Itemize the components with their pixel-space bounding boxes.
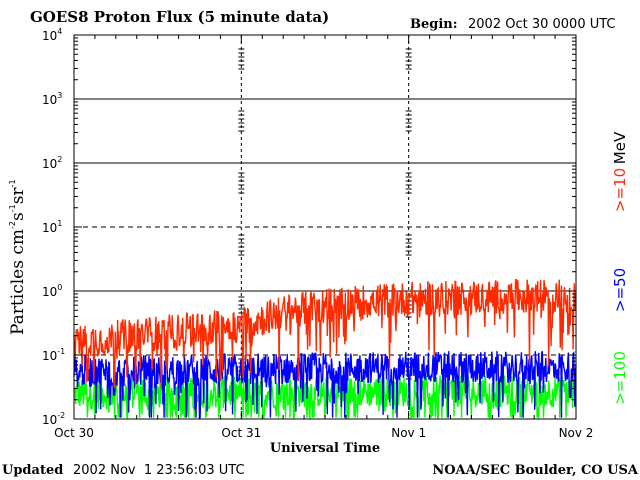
- y-tick-label: 100: [42, 283, 62, 299]
- legend-unit: MeV: [611, 131, 629, 164]
- y-label-mid1: s: [8, 212, 28, 221]
- x-tick-label: Oct 31: [221, 426, 261, 440]
- begin-label: Begin:: [410, 17, 458, 32]
- series-line-0: [73, 279, 577, 389]
- chart-title: GOES8 Proton Flux (5 minute data): [30, 8, 329, 26]
- y-tick-label: 103: [42, 91, 62, 107]
- updated-value: 2002 Nov 1 23:56:03 UTC: [73, 463, 245, 478]
- begin-value: 2002 Oct 30 0000 UTC: [468, 17, 616, 32]
- x-tick-label: Oct 30: [54, 426, 94, 440]
- y-label-mid2: sr: [8, 187, 28, 205]
- legend-50mev: >=50: [611, 268, 629, 312]
- y-tick-label: 10-2: [42, 411, 65, 427]
- svg-text:Particles cm-2s-1sr-1: Particles cm-2s-1sr-1: [8, 179, 28, 335]
- legend-10mev: >=10: [611, 168, 629, 212]
- y-label-sup2: -1: [8, 204, 17, 212]
- y-tick-label: 102: [42, 155, 62, 171]
- y-axis-label: Particles cm-2s-1sr-1: [8, 179, 28, 335]
- y-tick-label: 10-1: [42, 347, 65, 363]
- y-label-sup3: -1: [8, 179, 17, 187]
- y-tick-label: 104: [42, 27, 62, 43]
- x-tick-label: Nov 1: [391, 426, 426, 440]
- y-label-sup1: -2: [8, 221, 17, 229]
- x-tick-label: Nov 2: [559, 426, 594, 440]
- x-axis-label: Universal Time: [270, 441, 380, 456]
- credit-text: NOAA/SEC Boulder, CO USA: [432, 463, 639, 478]
- series-line-1: [73, 350, 577, 419]
- updated-label: Updated: [2, 463, 63, 478]
- y-tick-label: 101: [42, 219, 62, 235]
- legend-100mev: >=100: [611, 351, 629, 405]
- y-label-base: Particles cm: [8, 229, 28, 335]
